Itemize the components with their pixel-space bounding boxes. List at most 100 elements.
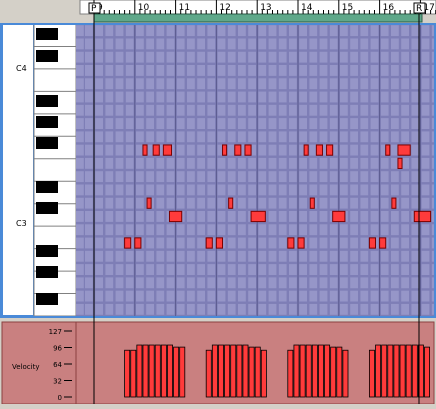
- velocity-scale-label: 96: [53, 345, 62, 353]
- velocity-bar[interactable]: [142, 344, 149, 398]
- velocity-bar[interactable]: [224, 344, 231, 398]
- midi-note[interactable]: [234, 144, 242, 156]
- midi-note[interactable]: [297, 237, 305, 249]
- midi-note[interactable]: [222, 144, 228, 156]
- velocity-bar[interactable]: [154, 344, 161, 398]
- midi-note[interactable]: [215, 237, 224, 249]
- midi-note[interactable]: [228, 197, 234, 209]
- velocity-bar[interactable]: [330, 346, 337, 398]
- velocity-bar[interactable]: [393, 344, 400, 398]
- black-key[interactable]: [36, 50, 58, 62]
- velocity-bar[interactable]: [293, 344, 300, 398]
- velocity-bar[interactable]: [179, 346, 186, 398]
- midi-note[interactable]: [162, 144, 173, 156]
- velocity-bar[interactable]: [230, 344, 237, 398]
- svg-text:R: R: [416, 4, 422, 14]
- velocity-bar[interactable]: [205, 349, 212, 398]
- black-key[interactable]: [36, 28, 58, 40]
- midi-note[interactable]: [134, 237, 142, 249]
- velocity-bar[interactable]: [305, 344, 312, 398]
- midi-note[interactable]: [332, 210, 346, 223]
- velocity-lane[interactable]: Velocity 127 96 64 32 0: [1, 321, 435, 405]
- velocity-bar[interactable]: [218, 344, 224, 398]
- velocity-bar[interactable]: [381, 344, 388, 398]
- velocity-bar[interactable]: [375, 344, 382, 398]
- velocity-bar[interactable]: [236, 344, 243, 398]
- midi-note[interactable]: [397, 144, 411, 156]
- velocity-bar[interactable]: [424, 346, 431, 398]
- velocity-bar[interactable]: [387, 344, 394, 398]
- midi-note[interactable]: [205, 237, 213, 249]
- octave-label-c4: C4: [16, 64, 27, 73]
- velocity-bar[interactable]: [299, 344, 306, 398]
- black-key[interactable]: [36, 137, 58, 149]
- velocity-bar[interactable]: [167, 344, 173, 398]
- velocity-bar[interactable]: [411, 344, 418, 398]
- velocity-bar[interactable]: [211, 344, 218, 398]
- loop-end-marker[interactable]: R: [413, 2, 426, 14]
- velocity-bar[interactable]: [324, 344, 331, 398]
- ruler-bar-label: 16: [383, 3, 395, 13]
- velocity-scale-label: 127: [49, 328, 62, 336]
- ruler-bar-label: 10: [138, 3, 150, 13]
- velocity-bar[interactable]: [254, 346, 261, 398]
- black-key[interactable]: [36, 202, 58, 214]
- velocity-bar[interactable]: [136, 344, 143, 398]
- midi-note[interactable]: [391, 197, 397, 209]
- velocity-bar[interactable]: [148, 344, 155, 398]
- velocity-lane-title: Velocity: [12, 363, 39, 371]
- midi-note[interactable]: [152, 144, 160, 156]
- loop-region-bar[interactable]: [93, 13, 423, 23]
- midi-note[interactable]: [315, 144, 323, 156]
- midi-note[interactable]: [368, 237, 377, 249]
- velocity-bar[interactable]: [317, 344, 324, 398]
- notes-layer[interactable]: [124, 144, 432, 249]
- velocity-bar[interactable]: [405, 344, 412, 398]
- keyboard-panel: [1, 23, 35, 317]
- midi-note[interactable]: [303, 144, 309, 156]
- midi-note[interactable]: [397, 157, 403, 170]
- midi-note[interactable]: [168, 210, 183, 223]
- velocity-bar[interactable]: [160, 344, 167, 398]
- midi-note[interactable]: [413, 210, 432, 223]
- black-key[interactable]: [36, 95, 58, 107]
- midi-note[interactable]: [287, 237, 295, 249]
- velocity-bar[interactable]: [287, 349, 294, 398]
- loop-start-marker[interactable]: P: [88, 2, 101, 14]
- midi-note[interactable]: [142, 144, 148, 156]
- black-key[interactable]: [36, 116, 58, 128]
- midi-note[interactable]: [244, 144, 252, 156]
- svg-text:P: P: [91, 4, 97, 14]
- piano-keyboard[interactable]: [33, 23, 77, 317]
- black-key[interactable]: [36, 293, 58, 305]
- black-key[interactable]: [36, 245, 58, 257]
- note-grid[interactable]: [76, 24, 436, 316]
- velocity-bar[interactable]: [417, 344, 424, 398]
- midi-note[interactable]: [309, 197, 315, 209]
- velocity-bar[interactable]: [248, 346, 255, 398]
- timeline-ruler[interactable]: 91011121314151617 P R: [0, 0, 436, 24]
- midi-note[interactable]: [385, 144, 391, 156]
- velocity-bar[interactable]: [342, 349, 349, 398]
- midi-note[interactable]: [146, 197, 152, 209]
- grid-selection-border: [0, 23, 436, 318]
- midi-note[interactable]: [124, 237, 132, 249]
- midi-note[interactable]: [379, 237, 387, 249]
- velocity-bar[interactable]: [368, 349, 375, 398]
- ruler-bar-label: 12: [219, 3, 230, 13]
- velocity-bar[interactable]: [242, 344, 249, 398]
- velocity-scale-label: 0: [58, 394, 62, 402]
- velocity-bar[interactable]: [399, 344, 406, 398]
- velocity-bar[interactable]: [130, 349, 137, 398]
- ruler-bar-label: 13: [260, 3, 271, 13]
- velocity-bar[interactable]: [260, 349, 267, 398]
- velocity-bar[interactable]: [336, 346, 343, 398]
- velocity-bar[interactable]: [173, 346, 180, 398]
- midi-note[interactable]: [326, 144, 334, 156]
- velocity-bar[interactable]: [124, 349, 131, 398]
- black-key[interactable]: [36, 266, 58, 278]
- midi-note[interactable]: [250, 210, 266, 223]
- velocity-bar[interactable]: [311, 344, 318, 398]
- black-key[interactable]: [36, 181, 58, 193]
